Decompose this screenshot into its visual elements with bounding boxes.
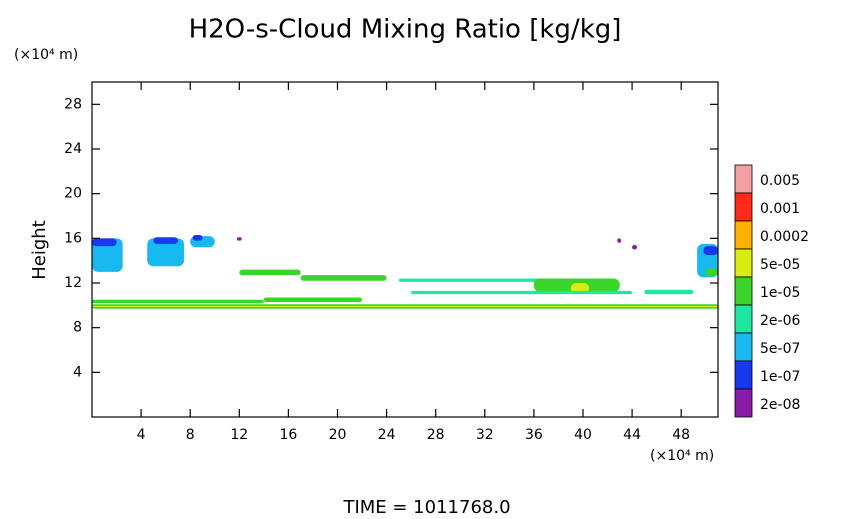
cloud-region: [617, 238, 622, 243]
cloud-region: [263, 297, 363, 302]
colorbar-label: 0.0002: [760, 229, 809, 245]
cloud-region: [239, 269, 301, 276]
colorbar-label: 5e-07: [760, 341, 800, 357]
colorbar-swatch: [734, 304, 753, 334]
colorbar-label: 0.005: [760, 173, 800, 189]
colorbar-label: 2e-08: [760, 397, 800, 413]
cloud-region: [92, 238, 117, 247]
y-tick-label: 20: [64, 186, 82, 202]
footer: TIME = 1011768.0: [342, 497, 510, 518]
colorbar-label: 5e-05: [760, 257, 800, 273]
x-tick-label: 20: [329, 427, 347, 443]
y-tick-label: 4: [73, 364, 82, 380]
colorbar-label: 0.001: [760, 201, 800, 217]
cloud-region: [644, 289, 694, 295]
plot-frame: [91, 81, 719, 418]
cloud-region: [92, 299, 264, 304]
y-tick-label: 8: [73, 320, 82, 336]
cloud-region: [300, 275, 387, 281]
cloud-region: [192, 234, 203, 241]
cloud-region: [92, 305, 718, 308]
chart-title: H2O-s-Cloud Mixing Ratio [kg/kg]: [189, 15, 622, 45]
colorbar-swatch: [734, 332, 753, 362]
x-tick-label: 16: [279, 427, 297, 443]
cloud-region: [153, 237, 178, 244]
x-tick-label: 12: [230, 427, 248, 443]
cloud-region: [236, 237, 242, 241]
colorbar-swatch: [734, 220, 753, 250]
cloud-region: [705, 268, 718, 277]
colorbar-swatch: [734, 360, 753, 390]
y-unit: (×10⁴ m): [14, 47, 78, 63]
colorbar-swatch: [734, 164, 753, 194]
x-tick-label: 40: [574, 427, 592, 443]
y-tick-label: 28: [64, 96, 82, 112]
cloud-region: [411, 290, 633, 295]
cloud-region: [398, 278, 559, 282]
colorbar-swatch: [734, 276, 753, 306]
x-tick-label: 24: [378, 427, 396, 443]
cloud-region: [92, 238, 123, 272]
y-tick-label: 24: [64, 141, 82, 157]
x-tick-label: 4: [137, 427, 146, 443]
colorbar-label: 1e-05: [760, 285, 800, 301]
colorbar-label: 2e-06: [760, 313, 800, 329]
y-tick-label: 16: [64, 230, 82, 246]
colorbar-swatch: [734, 248, 753, 278]
x-tick-label: 32: [476, 427, 494, 443]
cloud-region: [147, 238, 185, 267]
x-tick-label: 28: [427, 427, 445, 443]
cloud-region: [703, 246, 718, 256]
x-unit: (×10⁴ m): [650, 448, 714, 464]
colorbar-swatch: [734, 388, 753, 418]
y-axis-label: Height: [29, 220, 50, 280]
x-tick-label: 48: [672, 427, 690, 443]
colorbar-label: 1e-07: [760, 369, 800, 385]
x-tick-label: 44: [623, 427, 641, 443]
colorbar-swatch: [734, 192, 753, 222]
cloud-region: [632, 245, 637, 250]
x-tick-label: 8: [186, 427, 195, 443]
y-tick-label: 12: [64, 275, 82, 291]
x-tick-label: 36: [525, 427, 543, 443]
